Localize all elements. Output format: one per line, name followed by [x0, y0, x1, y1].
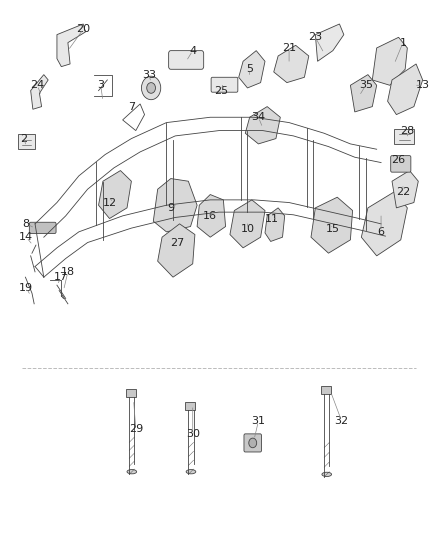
Polygon shape [57, 24, 85, 67]
Text: 15: 15 [326, 224, 340, 234]
Ellipse shape [322, 472, 332, 477]
Text: 12: 12 [102, 198, 117, 207]
Polygon shape [31, 75, 48, 109]
Polygon shape [197, 195, 226, 237]
Polygon shape [230, 200, 265, 248]
Text: 23: 23 [308, 33, 322, 42]
Polygon shape [392, 171, 418, 208]
FancyBboxPatch shape [126, 389, 136, 397]
FancyBboxPatch shape [211, 77, 238, 92]
Polygon shape [158, 224, 195, 277]
Text: 32: 32 [335, 416, 349, 426]
Text: 19: 19 [19, 283, 33, 293]
Text: 10: 10 [240, 224, 254, 234]
Text: 4: 4 [189, 46, 196, 55]
Circle shape [141, 76, 161, 100]
FancyBboxPatch shape [185, 402, 195, 410]
Text: 5: 5 [246, 64, 253, 74]
Text: 27: 27 [170, 238, 184, 247]
Text: 29: 29 [129, 424, 143, 434]
FancyBboxPatch shape [321, 386, 331, 394]
Text: 17: 17 [54, 272, 68, 282]
FancyBboxPatch shape [29, 222, 56, 233]
Text: 2: 2 [21, 134, 28, 143]
Text: 28: 28 [400, 126, 414, 135]
Polygon shape [99, 171, 131, 219]
Polygon shape [153, 179, 197, 232]
Polygon shape [372, 37, 407, 85]
Text: 26: 26 [392, 155, 406, 165]
Text: 11: 11 [265, 214, 279, 223]
Text: 14: 14 [19, 232, 33, 242]
Text: 34: 34 [251, 112, 265, 122]
FancyBboxPatch shape [169, 51, 204, 69]
Polygon shape [274, 45, 309, 83]
Text: 3: 3 [97, 80, 104, 90]
Text: 18: 18 [61, 267, 75, 277]
Text: 21: 21 [282, 43, 296, 53]
Polygon shape [315, 24, 344, 61]
Circle shape [249, 438, 257, 448]
Text: 30: 30 [186, 430, 200, 439]
FancyBboxPatch shape [394, 129, 414, 144]
FancyBboxPatch shape [244, 434, 261, 452]
FancyBboxPatch shape [18, 134, 35, 149]
Text: 8: 8 [23, 219, 30, 229]
Text: 24: 24 [30, 80, 44, 90]
FancyBboxPatch shape [391, 156, 411, 172]
Polygon shape [245, 107, 280, 144]
Text: 33: 33 [142, 70, 156, 79]
Polygon shape [388, 64, 423, 115]
Text: 1: 1 [399, 38, 406, 47]
Text: 35: 35 [359, 80, 373, 90]
Circle shape [147, 83, 155, 93]
Ellipse shape [127, 470, 137, 474]
Polygon shape [350, 75, 377, 112]
Text: 31: 31 [251, 416, 265, 426]
Ellipse shape [186, 470, 196, 474]
Text: 25: 25 [214, 86, 228, 95]
Text: 13: 13 [416, 80, 430, 90]
Text: 7: 7 [128, 102, 135, 111]
Text: 20: 20 [76, 25, 90, 34]
Polygon shape [265, 208, 285, 241]
Polygon shape [311, 197, 353, 253]
Text: 6: 6 [378, 227, 385, 237]
Polygon shape [361, 192, 407, 256]
Text: 16: 16 [203, 211, 217, 221]
Text: 9: 9 [167, 203, 174, 213]
Text: 22: 22 [396, 187, 410, 197]
Polygon shape [239, 51, 265, 88]
